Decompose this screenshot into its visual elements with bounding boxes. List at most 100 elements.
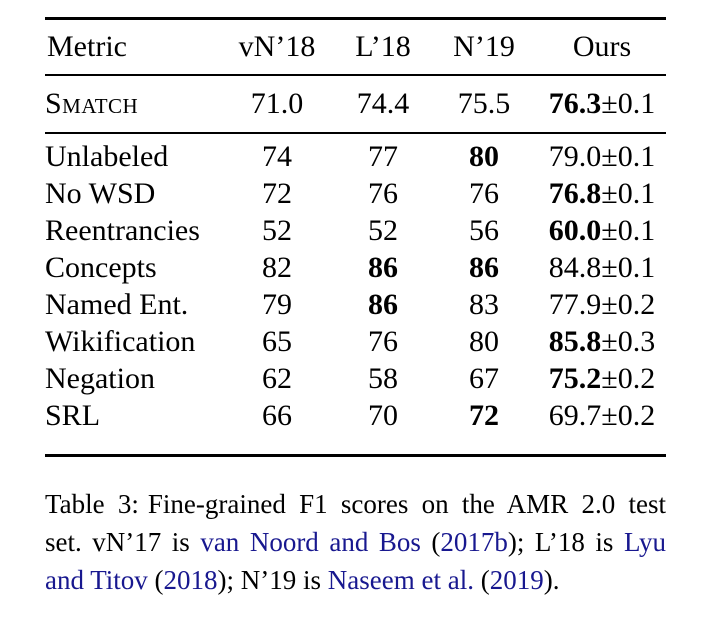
metric-cell: Unlabeled — [45, 139, 169, 173]
score-cell: 77.9±0.2 — [538, 286, 666, 323]
caption-text: set. vN’17 is — [45, 527, 201, 557]
caption-text: Fine-grained F1 scores on the AMR 2.0 te… — [147, 489, 666, 519]
score-value: 69.7 — [548, 398, 602, 432]
score-cell: 66 — [218, 397, 336, 456]
caption-text: ); N’19 is — [217, 565, 328, 595]
citation-link[interactable]: 2017b — [440, 527, 508, 557]
score-value: 65 — [262, 324, 292, 358]
score-stddev: ±0.2 — [601, 398, 656, 432]
table-caption: Table 3: Fine-grained F1 scores on the AM… — [45, 485, 666, 599]
table-row: Concepts 82 86 86 84.8±0.1 — [45, 249, 666, 286]
citation-link[interactable]: Lyu — [623, 527, 666, 557]
score-value: 79.0 — [548, 139, 602, 173]
score-cell: 86 — [336, 249, 430, 286]
score-value: 58 — [368, 361, 398, 395]
score-cell: 84.8±0.1 — [538, 249, 666, 286]
score-value: 86 — [469, 250, 499, 284]
table-row: Wikification 65 76 80 85.8±0.3 — [45, 323, 666, 360]
score-cell: 71.0 — [218, 75, 336, 134]
score-cell: 62 — [218, 360, 336, 397]
score-value: 56 — [469, 213, 499, 247]
score-value: 84.8 — [548, 250, 602, 284]
score-value: 77 — [368, 139, 398, 173]
score-value: 72 — [469, 398, 499, 432]
metric-cell: Reentrancies — [45, 213, 200, 247]
score-cell: 75.5 — [430, 75, 538, 134]
score-value: 72 — [262, 176, 292, 210]
score-cell: 67 — [430, 360, 538, 397]
score-cell: 86 — [336, 286, 430, 323]
score-cell: 52 — [336, 212, 430, 249]
score-value: 86 — [368, 250, 398, 284]
score-cell: 76.3±0.1 — [538, 75, 666, 134]
metric-cell: Negation — [45, 361, 155, 395]
metric-cell: No WSD — [45, 176, 156, 210]
citation-link[interactable]: 2019 — [489, 565, 544, 595]
citation-link[interactable]: van Noord and Bos — [200, 527, 421, 557]
score-value: 76.8 — [548, 176, 602, 210]
score-cell: 76 — [336, 323, 430, 360]
score-cell: 79 — [218, 286, 336, 323]
table-header: Metric vN’18 L’18 N’19 Ours — [45, 18, 666, 76]
score-cell: 77 — [336, 133, 430, 175]
score-value: 76 — [368, 324, 398, 358]
score-cell: 52 — [218, 212, 336, 249]
metric-cell: Concepts — [45, 250, 157, 284]
score-value: 60.0 — [548, 213, 602, 247]
caption-text: ( — [473, 565, 490, 595]
metric-cell: Smatch — [45, 75, 218, 134]
score-cell: 80 — [430, 133, 538, 175]
score-value: 80 — [469, 139, 499, 173]
score-cell: 75.2±0.2 — [538, 360, 666, 397]
table-row: Unlabeled 74 77 80 79.0±0.1 — [45, 133, 666, 175]
score-value: 74.4 — [356, 87, 410, 120]
paper-page: Metric vN’18 L’18 N’19 Ours Smatch 71.0 74.4 75… — [0, 17, 705, 617]
score-cell: 72 — [218, 175, 336, 212]
score-value: 75.5 — [457, 87, 511, 120]
score-value: 85.8 — [548, 324, 602, 358]
score-stddev: ±0.3 — [601, 324, 656, 358]
caption-line: Table 3: Fine-grained F1 scores on the AM… — [45, 485, 666, 523]
score-stddev: ±0.1 — [601, 87, 656, 120]
score-value: 70 — [368, 398, 398, 432]
table-row: Named Ent. 79 86 83 77.9±0.2 — [45, 286, 666, 323]
score-cell: 69.7±0.2 — [538, 397, 666, 456]
column-header: Metric — [45, 18, 218, 76]
score-cell: 82 — [218, 249, 336, 286]
score-value: 76 — [368, 176, 398, 210]
metric-cell: SRL — [45, 398, 101, 432]
score-value: 67 — [469, 361, 499, 395]
citation-link[interactable]: and Titov — [45, 565, 148, 595]
score-stddev: ±0.1 — [601, 250, 656, 284]
caption-text: ). — [543, 565, 560, 595]
score-stddev: ±0.1 — [601, 213, 656, 247]
score-cell: 70 — [336, 397, 430, 456]
score-value: 82 — [262, 250, 292, 284]
metric-cell: Named Ent. — [45, 287, 189, 321]
score-value: 75.2 — [548, 361, 602, 395]
score-value: 62 — [262, 361, 292, 395]
score-cell: 76.8±0.1 — [538, 175, 666, 212]
score-value: 83 — [469, 287, 499, 321]
metric-cell: Wikification — [45, 324, 196, 358]
results-table: Metric vN’18 L’18 N’19 Ours Smatch 71.0 74.4 75… — [45, 17, 666, 457]
caption-text: ( — [420, 527, 441, 557]
score-cell: 83 — [430, 286, 538, 323]
score-value: 66 — [262, 398, 292, 432]
score-cell: 86 — [430, 249, 538, 286]
score-stddev: ±0.1 — [601, 176, 656, 210]
header-row: Metric vN’18 L’18 N’19 Ours — [45, 18, 666, 76]
score-stddev: ±0.1 — [601, 139, 656, 173]
table-row: Reentrancies 52 52 56 60.0±0.1 — [45, 212, 666, 249]
table-row: Negation 62 58 67 75.2±0.2 — [45, 360, 666, 397]
score-cell: 65 — [218, 323, 336, 360]
score-cell: 58 — [336, 360, 430, 397]
score-value: 79 — [262, 287, 292, 321]
score-stddev: ±0.2 — [601, 361, 656, 395]
table-row: No WSD 72 76 76 76.8±0.1 — [45, 175, 666, 212]
score-cell: 72 — [430, 397, 538, 456]
citation-link[interactable]: 2018 — [163, 565, 218, 595]
citation-link[interactable]: Naseem et al. — [327, 565, 474, 595]
score-cell: 60.0±0.1 — [538, 212, 666, 249]
score-value: 76.3 — [548, 87, 602, 120]
